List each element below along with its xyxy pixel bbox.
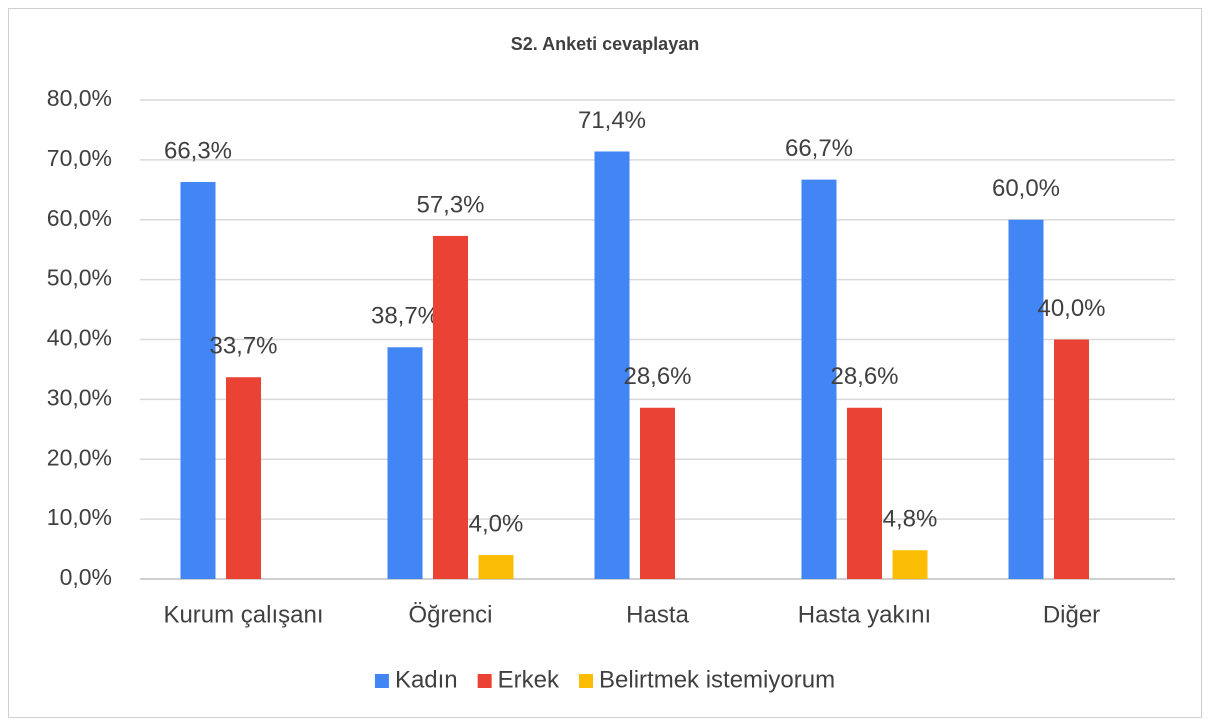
bar [433,235,468,579]
bar [478,555,514,579]
value-label: 60,0% [992,175,1060,202]
value-label: 40,0% [1037,295,1105,322]
x-tick-label: Öğrenci [408,601,492,628]
legend-label: Erkek [498,666,560,693]
value-label: 66,7% [785,135,853,162]
value-label: 28,6% [623,363,691,390]
legend-label: Kadın [395,666,458,693]
chart-title: S2. Anketi cevaplayan [511,34,699,54]
legend-swatch [477,674,492,688]
y-tick-label: 30,0% [47,384,112,410]
bar [892,550,928,579]
x-tick-label: Hasta yakını [798,601,931,628]
value-label: 38,7% [371,303,439,330]
value-label: 28,6% [830,363,898,390]
bar [1008,219,1044,579]
y-tick-label: 70,0% [47,145,112,171]
bar [1054,339,1089,579]
bar [594,151,630,579]
y-tick-label: 60,0% [47,205,112,231]
value-label: 4,8% [883,506,938,533]
value-label: 57,3% [416,191,484,218]
legend-swatch [374,674,389,688]
x-tick-label: Diğer [1043,601,1100,628]
bar [387,347,423,579]
bar [801,179,837,580]
value-label: 33,7% [209,333,277,360]
y-tick-label: 20,0% [47,444,112,470]
bar [180,182,216,579]
y-tick-label: 80,0% [47,85,112,111]
x-tick-label: Hasta [626,601,689,628]
value-label: 4,0% [469,510,524,537]
bar [226,377,261,579]
x-tick-label: Kurum çalışanı [163,601,323,628]
bar [847,407,882,579]
value-label: 71,4% [578,107,646,134]
y-tick-label: 0,0% [60,564,112,590]
legend-swatch [579,674,594,688]
value-label: 66,3% [164,137,232,164]
y-tick-label: 10,0% [47,504,112,530]
y-tick-label: 50,0% [47,265,112,291]
legend-label: Belirtmek istemiyorum [599,666,835,693]
bar [640,407,675,579]
y-tick-label: 40,0% [47,325,112,351]
